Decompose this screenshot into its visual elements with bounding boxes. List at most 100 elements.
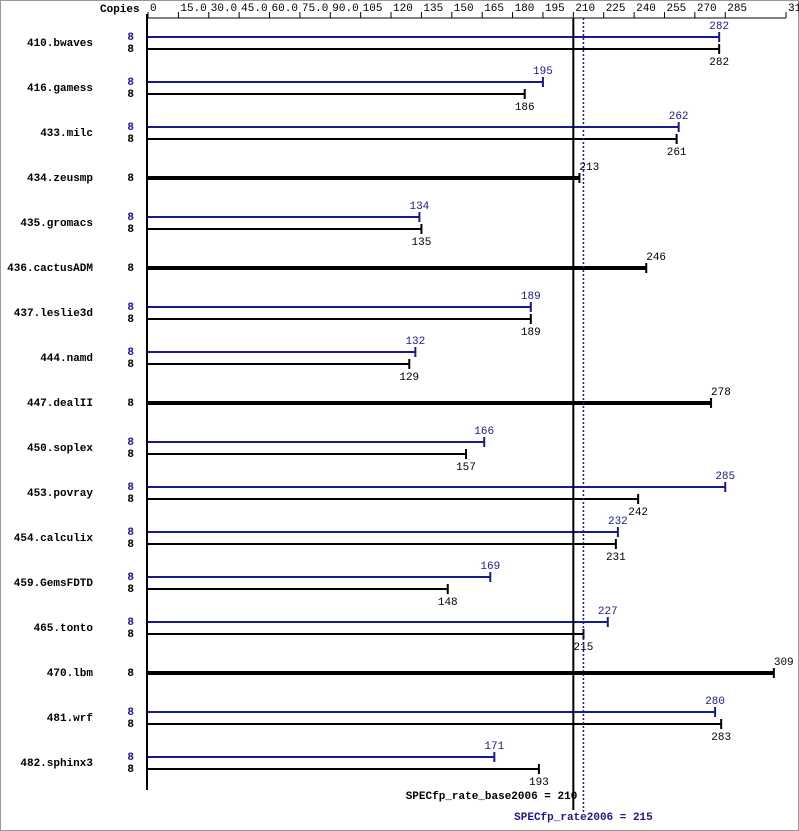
value-label: 129 [399, 372, 419, 384]
value-label: 282 [709, 57, 729, 69]
x-tick-label: 225 [606, 3, 626, 15]
value-label: 135 [412, 237, 432, 249]
value-label: 309 [774, 657, 794, 669]
copies-label: 8 [127, 629, 134, 641]
value-label: 195 [533, 66, 553, 78]
x-tick-label: 120 [393, 3, 413, 15]
copies-label: 8 [127, 77, 134, 89]
copies-label: 8 [127, 584, 134, 596]
value-label: 280 [705, 696, 725, 708]
category-label: 437.leslie3d [14, 308, 93, 320]
x-tick-label: 30.0 [211, 3, 237, 15]
value-label: 189 [521, 291, 541, 303]
category-label: 465.tonto [34, 623, 94, 635]
x-tick-label: 210 [575, 3, 595, 15]
copies-label: 8 [127, 572, 134, 584]
category-label: 454.calculix [14, 533, 94, 545]
copies-label: 8 [127, 122, 134, 134]
value-label: 242 [628, 507, 648, 519]
x-tick-label: 60.0 [272, 3, 298, 15]
value-label: 278 [711, 387, 731, 399]
copies-label: 8 [127, 212, 134, 224]
x-tick-label: 15.0 [180, 3, 206, 15]
x-tick-label: 0 [150, 3, 157, 15]
value-label: 231 [606, 552, 626, 564]
value-label: 134 [409, 201, 429, 213]
value-label: 227 [598, 606, 618, 618]
value-label: 283 [711, 732, 731, 744]
category-label: 433.milc [40, 128, 93, 140]
copies-label: 8 [127, 437, 134, 449]
reference-label: SPECfp_rate_base2006 = 210 [406, 791, 578, 803]
copies-label: 8 [127, 719, 134, 731]
copies-label: 8 [127, 494, 134, 506]
copies-header: Copies [100, 4, 140, 16]
category-label: 459.GemsFDTD [14, 578, 94, 590]
x-tick-label: 255 [666, 3, 686, 15]
copies-label: 8 [127, 347, 134, 359]
copies-label: 8 [127, 44, 134, 56]
copies-label: 8 [127, 359, 134, 371]
category-label: 450.soplex [27, 443, 93, 455]
x-tick-label: 195 [545, 3, 565, 15]
copies-label: 8 [127, 263, 134, 275]
x-tick-label: 165 [484, 3, 504, 15]
copies-label: 8 [127, 617, 134, 629]
value-label: 148 [438, 597, 458, 609]
category-label: 481.wrf [47, 713, 94, 725]
value-label: 262 [669, 111, 689, 123]
category-label: 410.bwaves [27, 38, 93, 50]
copies-label: 8 [127, 224, 134, 236]
x-tick-label: 150 [454, 3, 474, 15]
category-label: 447.dealII [27, 398, 93, 410]
reference-label: SPECfp_rate2006 = 215 [514, 812, 653, 824]
value-label: 246 [646, 252, 666, 264]
category-label: 470.lbm [47, 668, 94, 680]
value-label: 169 [480, 561, 500, 573]
x-tick-label: 135 [423, 3, 443, 15]
value-label: 232 [608, 516, 628, 528]
category-label: 416.gamess [27, 83, 93, 95]
copies-label: 8 [127, 398, 134, 410]
x-tick-label: 270 [697, 3, 717, 15]
value-label: 186 [515, 102, 535, 114]
category-label: 453.povray [27, 488, 93, 500]
value-label: 189 [521, 327, 541, 339]
copies-label: 8 [127, 89, 134, 101]
copies-label: 8 [127, 764, 134, 776]
x-tick-label: 315 [788, 3, 799, 15]
copies-label: 8 [127, 134, 134, 146]
value-label: 261 [667, 147, 687, 159]
copies-label: 8 [127, 32, 134, 44]
category-label: 435.gromacs [20, 218, 93, 230]
x-tick-label: 285 [727, 3, 747, 15]
copies-label: 8 [127, 449, 134, 461]
value-label: 132 [405, 336, 425, 348]
copies-label: 8 [127, 314, 134, 326]
copies-label: 8 [127, 752, 134, 764]
value-label: 157 [456, 462, 476, 474]
value-label: 193 [529, 777, 549, 789]
copies-label: 8 [127, 302, 134, 314]
x-tick-label: 75.0 [302, 3, 328, 15]
value-label: 166 [474, 426, 494, 438]
copies-label: 8 [127, 707, 134, 719]
value-label: 171 [484, 741, 504, 753]
value-label: 285 [715, 471, 735, 483]
category-label: 436.cactusADM [7, 263, 93, 275]
copies-label: 8 [127, 173, 134, 185]
copies-label: 8 [127, 539, 134, 551]
x-tick-label: 240 [636, 3, 656, 15]
copies-label: 8 [127, 527, 134, 539]
value-label: 213 [579, 162, 599, 174]
x-tick-label: 105 [363, 3, 383, 15]
x-tick-label: 90.0 [332, 3, 358, 15]
category-label: 434.zeusmp [27, 173, 93, 185]
value-label: 282 [709, 21, 729, 33]
x-tick-label: 45.0 [241, 3, 267, 15]
x-tick-label: 180 [515, 3, 535, 15]
category-label: 444.namd [40, 353, 93, 365]
category-label: 482.sphinx3 [20, 758, 93, 770]
